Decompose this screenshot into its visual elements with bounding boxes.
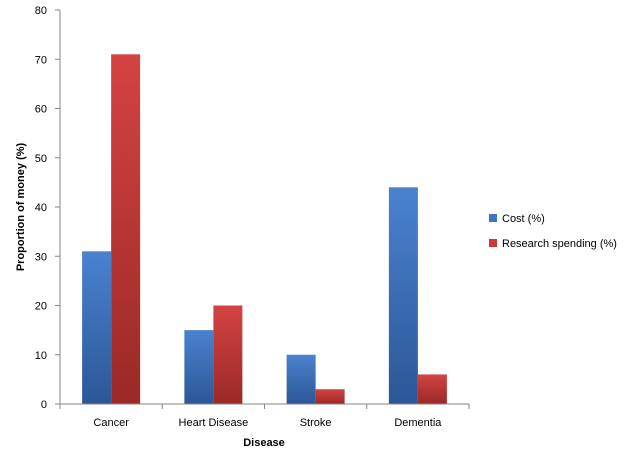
bar-cost-stroke: [286, 354, 316, 404]
legend-swatch: [489, 239, 497, 247]
y-tick-label: 70: [35, 54, 47, 66]
bar-cost-heart-disease: [184, 330, 214, 404]
plot-area: [82, 54, 447, 404]
y-tick-label: 20: [35, 301, 47, 313]
y-tick-label: 40: [35, 202, 47, 214]
bar-research-spending-cancer: [111, 54, 141, 404]
y-tick-label: 50: [35, 153, 47, 165]
y-tick-label: 10: [35, 350, 47, 362]
bar-cost-cancer: [82, 251, 112, 404]
y-tick-label: 30: [35, 251, 47, 263]
x-axis-title: Disease: [243, 437, 285, 449]
y-axis: 0 10 20 30 40 50 60 70 80: [35, 5, 61, 411]
y-tick-label: 0: [41, 399, 47, 411]
legend-swatch: [489, 214, 497, 222]
y-tick-label: 80: [35, 5, 47, 17]
x-tick-label: Dementia: [394, 417, 442, 429]
bar-cost-dementia: [388, 187, 418, 404]
x-tick-label: Stroke: [300, 417, 332, 429]
legend-label: Research spending (%): [502, 238, 617, 250]
y-axis-title: Proportion of money (%): [15, 143, 27, 272]
legend: Cost (%) Research spending (%): [489, 213, 617, 250]
x-tick-label: Cancer: [93, 417, 129, 429]
x-axis: Cancer Heart Disease Stroke Dementia: [59, 403, 470, 429]
bar-research-spending-dementia: [417, 374, 447, 404]
bar-research-spending-stroke: [315, 389, 345, 404]
legend-label: Cost (%): [502, 213, 545, 225]
bar-research-spending-heart-disease: [213, 305, 243, 404]
x-tick-label: Heart Disease: [179, 417, 249, 429]
y-tick-label: 60: [35, 104, 47, 116]
